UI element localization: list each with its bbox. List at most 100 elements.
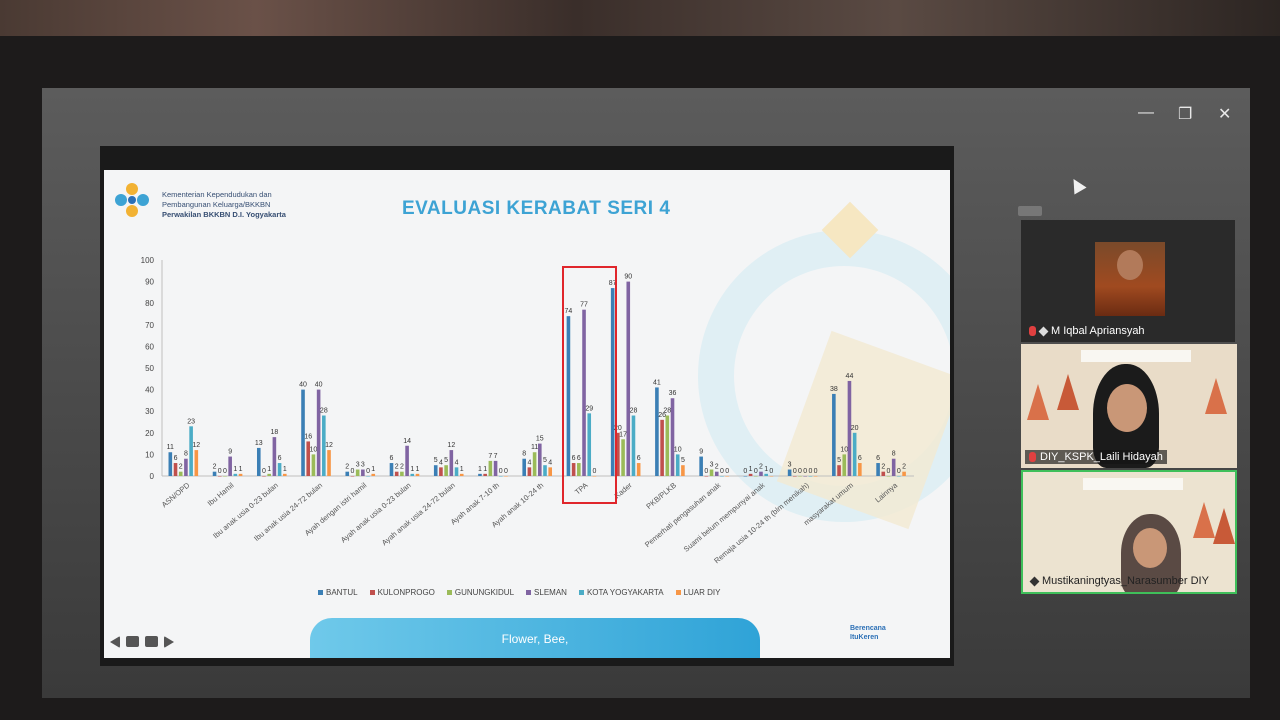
bar — [852, 432, 857, 476]
bar — [793, 476, 797, 477]
bar-data-label: 26 — [658, 412, 666, 419]
bar-data-label: 15 — [536, 436, 544, 443]
bar-data-label: 0 — [504, 468, 508, 475]
bar — [748, 473, 753, 476]
bar — [813, 476, 818, 477]
bar — [488, 460, 493, 476]
bar-data-label: 1 — [267, 466, 271, 473]
banner-text: Flower, Bee, — [501, 632, 569, 646]
bar — [478, 473, 482, 476]
bar-data-label: 6 — [637, 455, 641, 462]
y-tick-label: 100 — [141, 256, 155, 265]
bar — [832, 393, 836, 476]
bar-data-label: 10 — [310, 446, 318, 453]
bar — [675, 454, 680, 476]
bar — [350, 476, 355, 477]
bar — [345, 471, 350, 476]
bar — [483, 473, 487, 476]
participant-name: DIY_KSPK_Laili Hidayah — [1040, 451, 1163, 463]
bar-data-label: 2 — [881, 464, 885, 471]
bar-data-label: 13 — [255, 440, 263, 447]
bar — [720, 476, 724, 477]
bar-data-label: 8 — [522, 451, 526, 458]
bar — [272, 437, 277, 476]
bar-data-label: 20 — [851, 425, 859, 432]
bar — [759, 471, 763, 476]
bar-data-label: 8 — [892, 451, 896, 458]
bar-chart: 0102030405060708090100116282312ASN/OPD20… — [141, 256, 914, 565]
bar-data-label: 38 — [830, 386, 838, 393]
bar-data-label: 0 — [743, 468, 747, 475]
participant-name: M Iqbal Apriansyah — [1051, 325, 1145, 337]
bar — [306, 441, 311, 476]
participant-tile[interactable]: DIY_KSPK_Laili Hidayah — [1021, 344, 1237, 468]
bar — [592, 476, 597, 477]
legend-item: BANTUL — [318, 588, 358, 597]
bar-data-label: 5 — [681, 457, 685, 464]
y-tick-label: 0 — [150, 472, 155, 481]
brand-line-2: ItuKeren — [850, 634, 879, 641]
x-tick-label: PKB/PLKB — [644, 481, 678, 511]
bar — [449, 450, 454, 476]
bar — [626, 281, 631, 476]
bar-data-label: 6 — [390, 455, 394, 462]
participant-name-tag: Mustikaningtyas_Narasumber DIY — [1027, 574, 1213, 588]
legend-item: KOTA YOGYAKARTA — [578, 588, 664, 597]
bar-data-label: 9 — [699, 449, 703, 456]
legend-swatch — [369, 590, 375, 595]
x-tick-label: Lainnya — [873, 480, 900, 504]
bar-data-label: 0 — [366, 468, 370, 475]
bar-data-label: 12 — [447, 442, 455, 449]
legend-swatch — [526, 590, 532, 595]
highlight-box-tpa — [562, 266, 617, 504]
bar — [262, 476, 266, 477]
previous-slide-icon[interactable] — [110, 636, 120, 648]
bar-data-label: 0 — [798, 468, 802, 475]
bar — [803, 476, 808, 477]
background-tree — [1027, 384, 1049, 420]
bar-data-label: 0 — [803, 468, 807, 475]
minimize-button[interactable]: — — [1138, 104, 1154, 121]
slides-grid-icon[interactable] — [145, 636, 158, 647]
bar — [543, 465, 547, 476]
participant-tile[interactable]: M Iqbal Apriansyah — [1021, 220, 1235, 342]
bar — [355, 469, 360, 476]
x-tick-label: Remaja usia 10-24 th (blm menikah) — [712, 480, 811, 565]
participant-name-tag: M Iqbal Apriansyah — [1025, 324, 1149, 338]
slideshow-toolbar — [110, 636, 174, 648]
bar — [704, 476, 709, 477]
legend-item: SLEMAN — [526, 588, 567, 597]
bar-data-label: 8 — [184, 451, 188, 458]
bar — [876, 463, 880, 476]
restore-button[interactable]: ❐ — [1178, 106, 1193, 123]
bar — [400, 471, 404, 476]
participant-name: Mustikaningtyas_Narasumber DIY — [1042, 575, 1209, 587]
y-tick-label: 70 — [145, 321, 154, 330]
bar — [699, 456, 703, 476]
bar — [173, 463, 178, 476]
bar — [798, 476, 802, 477]
bar-data-label: 23 — [187, 418, 195, 425]
bar-data-label: 87 — [609, 280, 617, 287]
bar — [660, 419, 664, 476]
bar — [566, 316, 571, 476]
photo-background — [0, 0, 1280, 40]
bar-data-label: 3 — [361, 462, 365, 469]
bar — [787, 469, 792, 476]
bar — [538, 443, 542, 476]
bar — [577, 463, 581, 476]
participant-panel-handle[interactable] — [1018, 206, 1042, 216]
bar-data-label: 1 — [749, 466, 753, 473]
pen-icon[interactable] — [126, 636, 139, 647]
bar-data-label: 7 — [488, 453, 492, 460]
bar-data-label: 36 — [669, 390, 677, 397]
participant-tile-active-speaker[interactable]: Mustikaningtyas_Narasumber DIY — [1021, 470, 1237, 594]
slide-banner: Flower, Bee, — [310, 618, 760, 658]
bar-data-label: 0 — [262, 468, 266, 475]
next-slide-icon[interactable] — [164, 636, 174, 648]
close-button[interactable]: ✕ — [1218, 106, 1232, 123]
bar — [439, 467, 443, 476]
organization-name: Kementerian Kependudukan dan Pembangunan… — [162, 190, 286, 220]
bar-data-label: 1 — [478, 466, 482, 473]
bar — [902, 471, 906, 476]
